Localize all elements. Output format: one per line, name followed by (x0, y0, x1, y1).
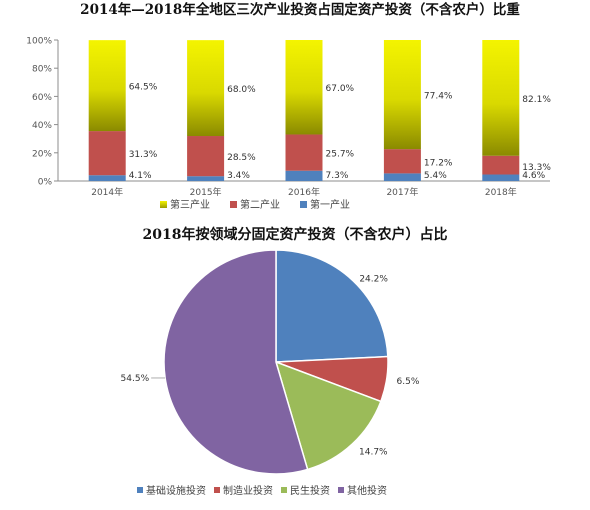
bar-data-label: 67.0% (326, 84, 355, 94)
stacked-bar-chart: 0% 20% 40% 60% 80% 100% 4.1% 31.3% 64.5% 2014年 3.4… (26, 37, 551, 212)
bar-data-label: 25.7% (326, 150, 355, 160)
legend-label: 民生投资 (290, 484, 330, 497)
legend-swatch (160, 201, 167, 208)
bar-data-label: 4.1% (129, 171, 152, 181)
bar-segment-tertiary (285, 40, 323, 135)
bar-segment-secondary (187, 136, 225, 177)
legend-label: 第二产业 (240, 198, 280, 211)
bar-segment-secondary (285, 134, 323, 171)
pie-data-label: 54.5% (121, 374, 150, 384)
bar-segment-primary (383, 173, 421, 181)
x-tick-label: 2017年 (386, 186, 418, 198)
y-tick-label: 100% (26, 37, 52, 47)
y-tick-label: 20% (32, 149, 52, 159)
legend-label: 基础设施投资 (146, 484, 206, 497)
bar-segment-tertiary (482, 40, 520, 156)
bar-data-label: 4.6% (522, 171, 545, 181)
legend-swatch (281, 487, 287, 493)
bar-segment-primary (285, 170, 323, 181)
bar-segment-tertiary (383, 40, 421, 150)
bar-data-label: 68.0% (227, 85, 256, 95)
legend-swatch (300, 201, 307, 208)
x-tick-label: 2015年 (190, 186, 222, 198)
bar-segment-secondary (383, 149, 421, 174)
legend-swatch (137, 487, 143, 493)
y-tick-label: 40% (32, 121, 52, 131)
bar-segment-primary (187, 176, 225, 181)
pie-chart: 24.2% 6.5% 14.7% 54.5% 基础设施投资 制造业投资 民生投资 其他投资 (121, 249, 420, 497)
bar-data-label: 3.4% (227, 171, 250, 181)
bar-segment-secondary (88, 131, 126, 176)
legend-label: 制造业投资 (223, 484, 273, 497)
y-tick-label: 60% (32, 93, 52, 103)
bar-data-label: 17.2% (424, 158, 453, 168)
pie-slice (274, 360, 382, 471)
bar-segment-primary (88, 175, 126, 181)
legend-swatch (338, 487, 344, 493)
x-tick-label: 2018年 (485, 186, 517, 198)
bar-segment-secondary (482, 155, 520, 175)
bar-segment-tertiary (88, 40, 126, 132)
bar-segment-tertiary (187, 40, 225, 137)
pie-data-label: 6.5% (397, 377, 420, 387)
legend-label: 第一产业 (310, 198, 350, 211)
x-tick-label: 2016年 (288, 186, 320, 198)
bar-data-label: 77.4% (424, 92, 453, 102)
legend-swatch (230, 201, 237, 208)
bar-data-label: 28.5% (227, 153, 256, 163)
y-tick-label: 0% (38, 178, 53, 188)
pie-data-label: 24.2% (359, 274, 388, 284)
pie-slice (275, 249, 389, 363)
bar-data-label: 5.4% (424, 171, 447, 181)
bar-data-label: 82.1% (522, 95, 551, 105)
bar-segment-primary (482, 174, 520, 181)
pie-chart-title: 2018年按领域分固定资产投资（不含农户）占比 (142, 227, 448, 243)
bar-data-label: 7.3% (326, 171, 349, 181)
legend-swatch (214, 487, 220, 493)
legend-label: 其他投资 (347, 484, 387, 497)
bar-data-label: 31.3% (129, 150, 158, 160)
pie-data-label: 14.7% (359, 447, 388, 457)
bar-data-label: 13.3% (522, 163, 551, 173)
x-tick-label: 2014年 (91, 186, 123, 198)
legend-label: 第三产业 (170, 198, 210, 211)
bar-data-label: 64.5% (129, 83, 158, 93)
bar-chart-title: 2014年—2018年全地区三次产业投资占固定资产投资（不含农户）比重 (80, 2, 520, 18)
y-tick-label: 80% (32, 65, 52, 75)
